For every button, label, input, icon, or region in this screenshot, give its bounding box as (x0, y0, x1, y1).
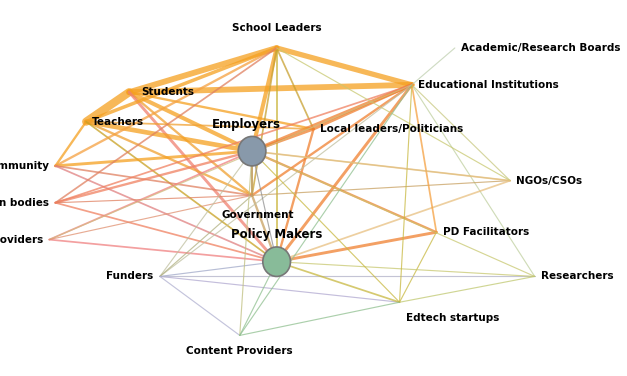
Text: Employers: Employers (211, 118, 280, 131)
Text: NGOs/CSOs: NGOs/CSOs (516, 176, 582, 186)
Text: School Leaders: School Leaders (232, 23, 322, 33)
Text: Policy Makers: Policy Makers (231, 229, 322, 241)
Text: Content Providers: Content Providers (186, 346, 293, 356)
Text: Researchers: Researchers (541, 271, 613, 281)
Text: Parents/Family/Community: Parents/Family/Community (0, 161, 50, 171)
Ellipse shape (238, 136, 266, 166)
Text: Funders: Funders (107, 271, 154, 281)
Text: Academic/Research Boards: Academic/Research Boards (461, 43, 621, 53)
Text: Students: Students (142, 87, 194, 97)
Text: Edtech startups: Edtech startups (406, 313, 499, 323)
Text: Educational Institutions: Educational Institutions (418, 80, 559, 90)
Text: Accreditation bodies: Accreditation bodies (0, 198, 50, 208)
Text: Local leaders/Politicians: Local leaders/Politicians (320, 124, 463, 134)
Text: Government: Government (222, 210, 295, 220)
Text: Teachers: Teachers (92, 117, 144, 127)
Text: Technology Providers: Technology Providers (0, 235, 43, 244)
Ellipse shape (263, 247, 290, 276)
Text: PD Facilitators: PD Facilitators (443, 227, 529, 237)
